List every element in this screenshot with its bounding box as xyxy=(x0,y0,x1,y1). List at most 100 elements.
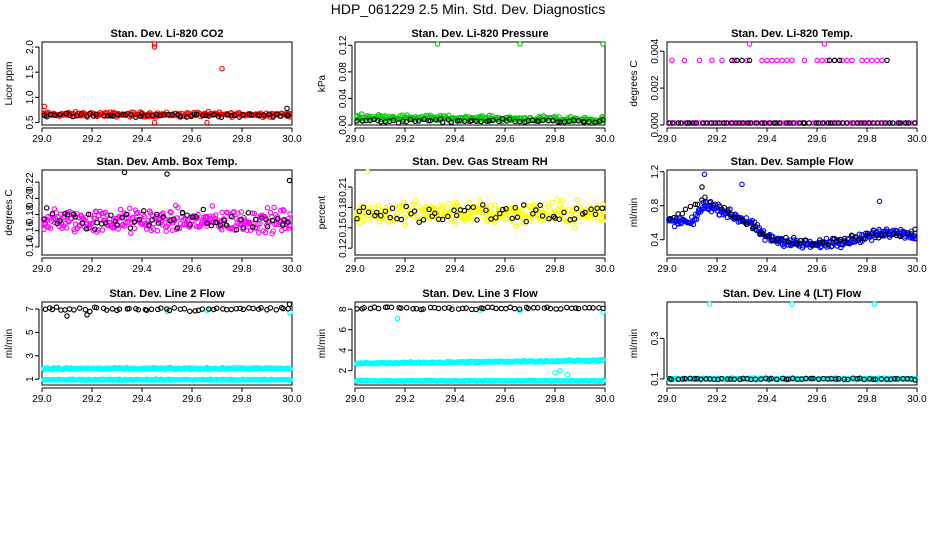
data-point xyxy=(707,198,714,205)
data-point xyxy=(412,118,419,125)
data-point xyxy=(803,375,809,382)
data-point xyxy=(191,111,197,117)
data-point xyxy=(403,203,409,210)
data-point xyxy=(78,111,85,117)
data-point xyxy=(564,372,571,378)
data-point xyxy=(217,222,223,228)
data-point xyxy=(897,233,904,240)
data-point xyxy=(600,305,606,312)
data-point xyxy=(285,219,291,225)
data-point xyxy=(693,120,700,126)
data-point xyxy=(431,213,438,219)
y-tick-label: 0.18 xyxy=(338,197,349,217)
data-point xyxy=(470,204,477,210)
data-point xyxy=(600,218,606,224)
data-point xyxy=(193,111,200,118)
data-point xyxy=(498,305,505,312)
y-tick-label: 0.14 xyxy=(25,237,36,257)
data-point xyxy=(847,120,854,126)
data-point xyxy=(675,120,682,126)
y-axis-label: percent xyxy=(317,196,328,230)
data-point xyxy=(480,305,486,312)
data-point xyxy=(211,112,217,118)
data-point xyxy=(739,57,745,64)
series-green xyxy=(354,41,606,126)
data-point xyxy=(564,304,570,311)
data-point xyxy=(63,225,70,231)
data-point xyxy=(802,237,809,243)
data-point xyxy=(709,57,715,64)
data-point xyxy=(746,57,753,64)
x-tick-label: 29.8 xyxy=(545,264,565,275)
data-point xyxy=(701,171,708,178)
data-point xyxy=(76,223,82,230)
data-point xyxy=(233,226,240,233)
data-point xyxy=(154,211,160,218)
data-point xyxy=(375,202,382,209)
data-point xyxy=(375,117,381,124)
data-point xyxy=(831,57,838,64)
data-point xyxy=(83,226,90,232)
data-point xyxy=(441,305,448,311)
data-point xyxy=(127,225,134,231)
data-point xyxy=(825,241,832,248)
data-point xyxy=(668,376,675,383)
data-point xyxy=(86,221,93,227)
data-point xyxy=(743,221,750,228)
data-point xyxy=(600,378,606,384)
data-point xyxy=(535,203,541,209)
plot-frame xyxy=(666,41,918,126)
data-point xyxy=(734,57,740,64)
data-point xyxy=(486,118,492,124)
x-tick-label: 30.0 xyxy=(282,134,302,145)
data-point xyxy=(824,376,831,382)
data-point xyxy=(267,305,274,311)
panels: Stan. Dev. Li-820 CO2 Licor ppm 29.0 29.2 29… xyxy=(4,28,927,405)
data-point xyxy=(861,376,867,383)
data-point xyxy=(66,112,73,118)
data-point xyxy=(451,207,457,214)
data-point xyxy=(456,117,463,124)
data-point xyxy=(123,211,129,218)
data-point xyxy=(758,120,765,126)
data-point xyxy=(394,315,401,322)
data-point xyxy=(47,225,54,231)
data-point xyxy=(791,237,797,243)
data-point xyxy=(277,113,284,119)
data-point xyxy=(739,181,745,188)
data-point xyxy=(267,209,274,216)
x-tick-label: 29.4 xyxy=(757,134,777,145)
data-point xyxy=(223,222,230,228)
data-point xyxy=(717,203,723,209)
x-tick-label: 29.2 xyxy=(82,134,102,145)
data-point xyxy=(488,216,494,222)
data-point xyxy=(574,197,581,203)
data-point xyxy=(497,210,503,217)
data-point xyxy=(257,220,263,227)
data-point xyxy=(121,223,128,229)
data-point xyxy=(692,201,699,208)
data-point xyxy=(203,112,209,119)
x-tick-label: 29.8 xyxy=(857,264,877,275)
data-point xyxy=(128,230,134,236)
data-point xyxy=(204,119,210,126)
data-point xyxy=(416,219,422,225)
data-point xyxy=(200,206,207,213)
data-point xyxy=(871,301,878,307)
data-point xyxy=(760,228,767,234)
data-point xyxy=(476,197,483,204)
data-point xyxy=(691,376,698,382)
data-point xyxy=(703,376,709,382)
data-point xyxy=(425,117,431,124)
panel-title: Stan. Dev. Gas Stream RH xyxy=(412,156,548,168)
data-point xyxy=(281,217,287,223)
x-tick-label: 29.8 xyxy=(232,394,252,405)
data-point xyxy=(122,112,129,118)
data-point xyxy=(446,200,452,207)
data-point xyxy=(752,376,759,382)
x-tick-label: 29.4 xyxy=(757,264,777,275)
data-point xyxy=(699,197,705,203)
data-point xyxy=(746,41,753,47)
data-point xyxy=(908,231,915,237)
series-black xyxy=(354,304,606,313)
